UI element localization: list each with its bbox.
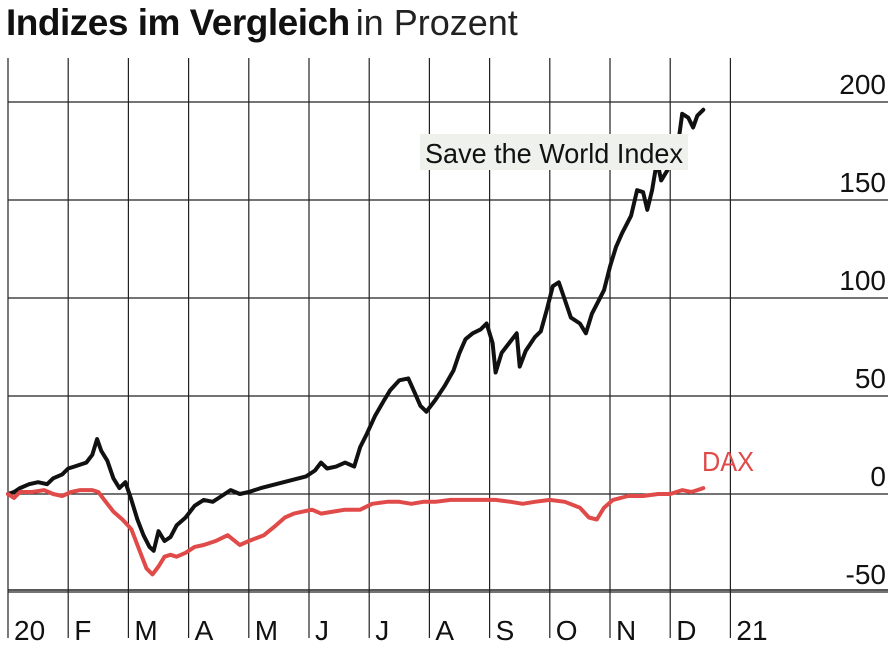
x-tick-label: O bbox=[556, 615, 578, 646]
y-tick-label: 150 bbox=[839, 167, 886, 198]
chart-title: Indizes im Vergleich bbox=[6, 2, 350, 43]
x-tick-label: 20 bbox=[14, 615, 45, 646]
x-tick-label: 21 bbox=[736, 615, 767, 646]
x-tick-label: D bbox=[676, 615, 696, 646]
series-line bbox=[6, 486, 706, 577]
x-tick-label: M bbox=[134, 615, 157, 646]
y-tick-label: -50 bbox=[846, 559, 886, 590]
chart-subtitle: in Prozent bbox=[355, 2, 518, 43]
x-tick-label: J bbox=[375, 615, 389, 646]
series-line bbox=[6, 107, 706, 553]
y-tick-label: 200 bbox=[839, 69, 886, 100]
x-tick-label: J bbox=[315, 615, 329, 646]
y-tick-label: 0 bbox=[870, 461, 886, 492]
x-tick-label: A bbox=[435, 615, 454, 646]
x-tick-label: N bbox=[616, 615, 636, 646]
x-tick-label: S bbox=[496, 615, 515, 646]
y-tick-label: 100 bbox=[839, 265, 886, 296]
y-tick-label: 50 bbox=[855, 363, 886, 394]
annotation-background bbox=[420, 134, 688, 170]
x-tick-label: F bbox=[74, 615, 91, 646]
series-label-dax: DAX bbox=[702, 446, 754, 477]
series-label-save-the-world-index: Save the World Index bbox=[425, 138, 683, 169]
chart-title-row: Indizes im Vergleich in Prozent bbox=[6, 2, 518, 44]
x-tick-label: A bbox=[195, 615, 214, 646]
x-tick-label: M bbox=[255, 615, 278, 646]
